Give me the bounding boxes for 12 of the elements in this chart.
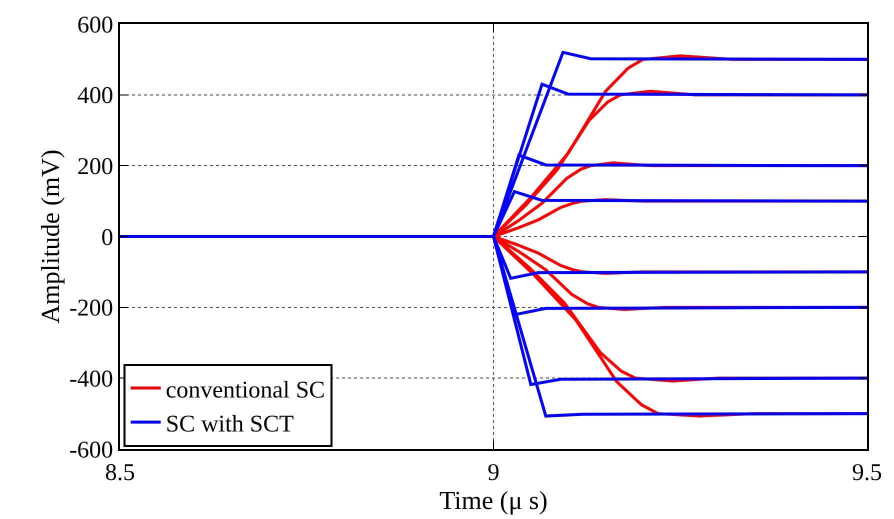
x-tick-label: 9.5 — [852, 460, 882, 486]
x-tick-label: 9 — [488, 460, 500, 486]
legend-label: SC with SCT — [166, 412, 294, 438]
y-tick-label: 400 — [77, 83, 114, 110]
y-tick-label: 600 — [77, 12, 114, 38]
y-tick-label: -400 — [69, 366, 114, 393]
x-axis-title: Time (μ s) — [439, 486, 548, 515]
y-axis-title: Amplitude (mV) — [36, 149, 66, 324]
y-tick-label: 200 — [77, 154, 114, 180]
legend-label: conventional SC — [166, 377, 326, 404]
y-tick-label: -200 — [69, 296, 114, 322]
y-tick-label: 0 — [101, 224, 114, 251]
